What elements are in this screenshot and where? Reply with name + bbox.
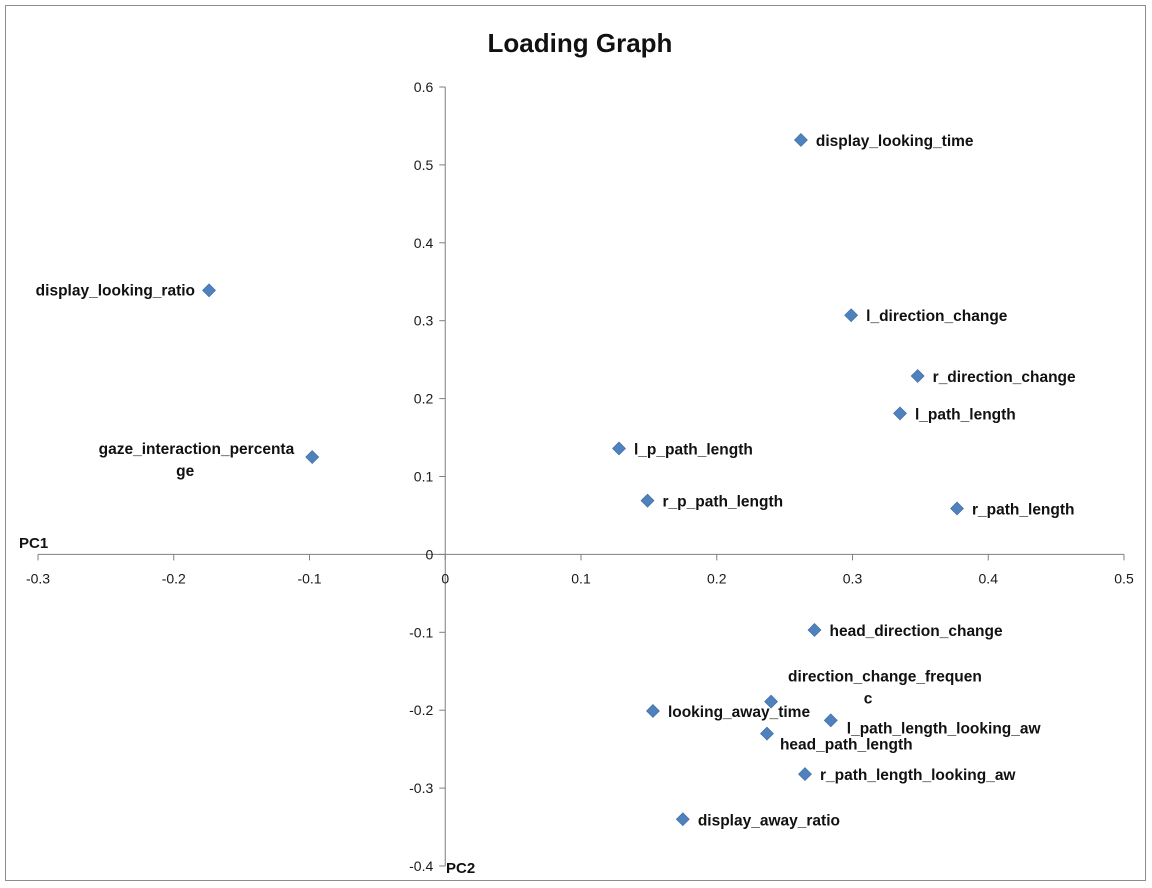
data-point: r_path_length_looking_aw	[798, 767, 1016, 784]
data-point: display_looking_ratio	[36, 282, 216, 299]
point-label: head_path_length	[780, 737, 913, 754]
x-tick-label: 0.5	[1114, 570, 1134, 586]
point-label: l_path_length	[915, 406, 1016, 423]
point-marker	[764, 694, 778, 709]
x-tick-label: -0.1	[297, 570, 321, 586]
point-label: l_p_path_length	[634, 441, 753, 458]
axes: -0.3 -0.2 -0.1 0 0.1 0.2 0.3 0.4 0.5 -0.4 -0.3 -0.2…	[26, 79, 1134, 874]
y-tick-label: 0	[425, 546, 433, 562]
point-label: ge	[176, 463, 194, 480]
point-marker	[798, 767, 812, 782]
point-marker	[675, 812, 690, 827]
x-tick-label: 0.3	[843, 570, 863, 586]
x-tick-label: -0.2	[162, 570, 186, 586]
y-tick-label: -0.4	[409, 858, 433, 874]
data-point: l_path_length	[893, 406, 1016, 423]
data-point: r_p_path_length	[640, 493, 784, 511]
point-label: c	[864, 691, 873, 708]
x-tick-label: 0.4	[979, 570, 999, 586]
y-tick-label: -0.2	[409, 702, 433, 718]
point-marker	[950, 501, 964, 516]
point-label: r_p_path_length	[663, 494, 784, 511]
data-point: r_path_length	[950, 501, 1075, 518]
y-tick-label: 0.1	[414, 469, 434, 485]
point-label: display_looking_ratio	[36, 282, 195, 299]
data-point: l_direction_change	[844, 308, 1008, 325]
point-marker	[793, 133, 808, 147]
data-point: head_path_length	[760, 726, 913, 754]
data-point: r_direction_change	[910, 369, 1076, 386]
point-marker	[202, 283, 216, 298]
data-point: display_away_ratio	[675, 812, 840, 829]
point-label: display_away_ratio	[698, 812, 840, 829]
point-marker	[844, 308, 859, 323]
data-point: l_path_length_looking_aw	[823, 713, 1042, 737]
y-axis-title: PC2	[446, 860, 475, 877]
point-label: r_path_length	[972, 501, 1074, 518]
point-label: direction_change_frequen	[788, 669, 982, 686]
x-tick-label: 0.1	[571, 570, 591, 586]
point-marker	[823, 713, 838, 728]
point-label: gaze_interaction_percenta	[99, 441, 295, 458]
point-label: head_direction_change	[829, 623, 1003, 640]
point-marker	[807, 623, 822, 637]
point-label: r_direction_change	[933, 369, 1076, 386]
y-tick-label: 0.5	[414, 157, 434, 173]
point-marker	[612, 441, 626, 456]
point-marker	[640, 493, 655, 508]
point-marker	[893, 406, 907, 421]
x-tick-label: -0.3	[26, 570, 50, 586]
point-label: l_path_length_looking_aw	[847, 720, 1042, 737]
data-point: l_p_path_length	[612, 441, 753, 458]
data-point: looking_away_time	[646, 704, 810, 721]
y-tick-label: 0.4	[414, 235, 434, 251]
chart-frame	[5, 5, 1146, 881]
point-marker	[305, 450, 320, 464]
point-marker	[910, 369, 925, 383]
x-axis-title: PC1	[19, 535, 48, 552]
point-marker	[646, 704, 660, 718]
y-tick-label: -0.3	[409, 780, 433, 796]
data-point: head_direction_change	[807, 623, 1003, 640]
point-label: l_direction_change	[866, 308, 1008, 325]
y-tick-label: 0.3	[414, 313, 434, 329]
data-points: display_looking_time display_looking_rati…	[36, 133, 1076, 829]
point-marker	[760, 726, 774, 741]
point-label: r_path_length_looking_aw	[820, 767, 1016, 784]
chart-title: Loading Graph	[488, 28, 673, 58]
x-tick-label: 0.2	[707, 570, 727, 586]
x-tick-label: 0	[441, 570, 449, 586]
data-point: display_looking_time	[793, 133, 974, 150]
y-tick-label: 0.2	[414, 391, 434, 407]
point-label: looking_away_time	[668, 704, 811, 721]
y-tick-label: 0.6	[414, 79, 434, 95]
point-label: display_looking_time	[816, 133, 974, 150]
y-tick-label: -0.1	[409, 624, 433, 640]
